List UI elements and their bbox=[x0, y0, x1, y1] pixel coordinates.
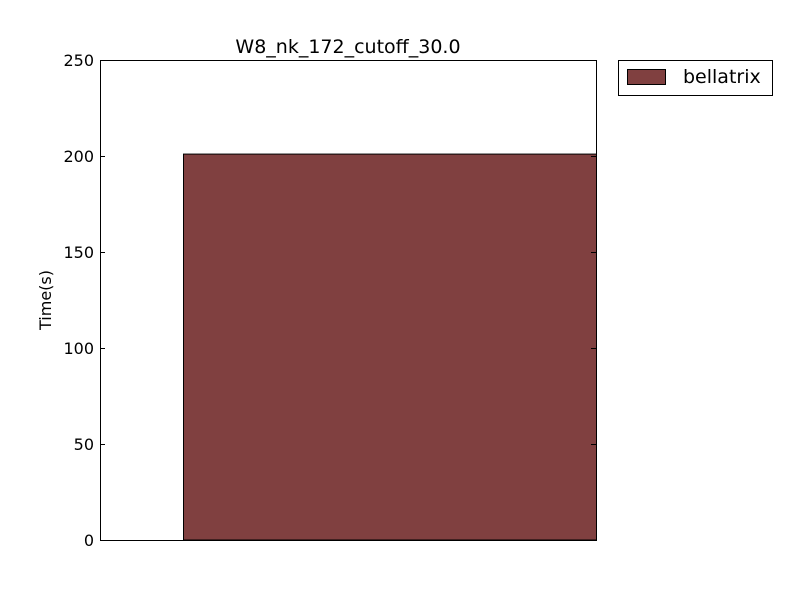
y-tick-label-50: 50 bbox=[74, 435, 94, 454]
y-tick-label-150: 150 bbox=[63, 243, 94, 262]
plot-area-frame bbox=[100, 60, 597, 541]
y-tick-label-250: 250 bbox=[63, 51, 94, 70]
y-tick-label-100: 100 bbox=[63, 339, 94, 358]
y-axis-label: Time(s) bbox=[36, 270, 55, 331]
legend-label-bellatrix: bellatrix bbox=[683, 66, 761, 88]
y-tick-label-0: 0 bbox=[84, 531, 94, 550]
legend-swatch-bellatrix bbox=[627, 69, 666, 85]
y-tick-label-200: 200 bbox=[63, 147, 94, 166]
bars-layer bbox=[183, 153, 597, 541]
y-axis-ticks: 0 50 100 150 200 250 bbox=[63, 51, 596, 550]
legend: bellatrix bbox=[618, 60, 773, 96]
chart-title: W8_nk_172_cutoff_30.0 bbox=[235, 36, 460, 58]
bar-bellatrix-0 bbox=[183, 153, 597, 541]
